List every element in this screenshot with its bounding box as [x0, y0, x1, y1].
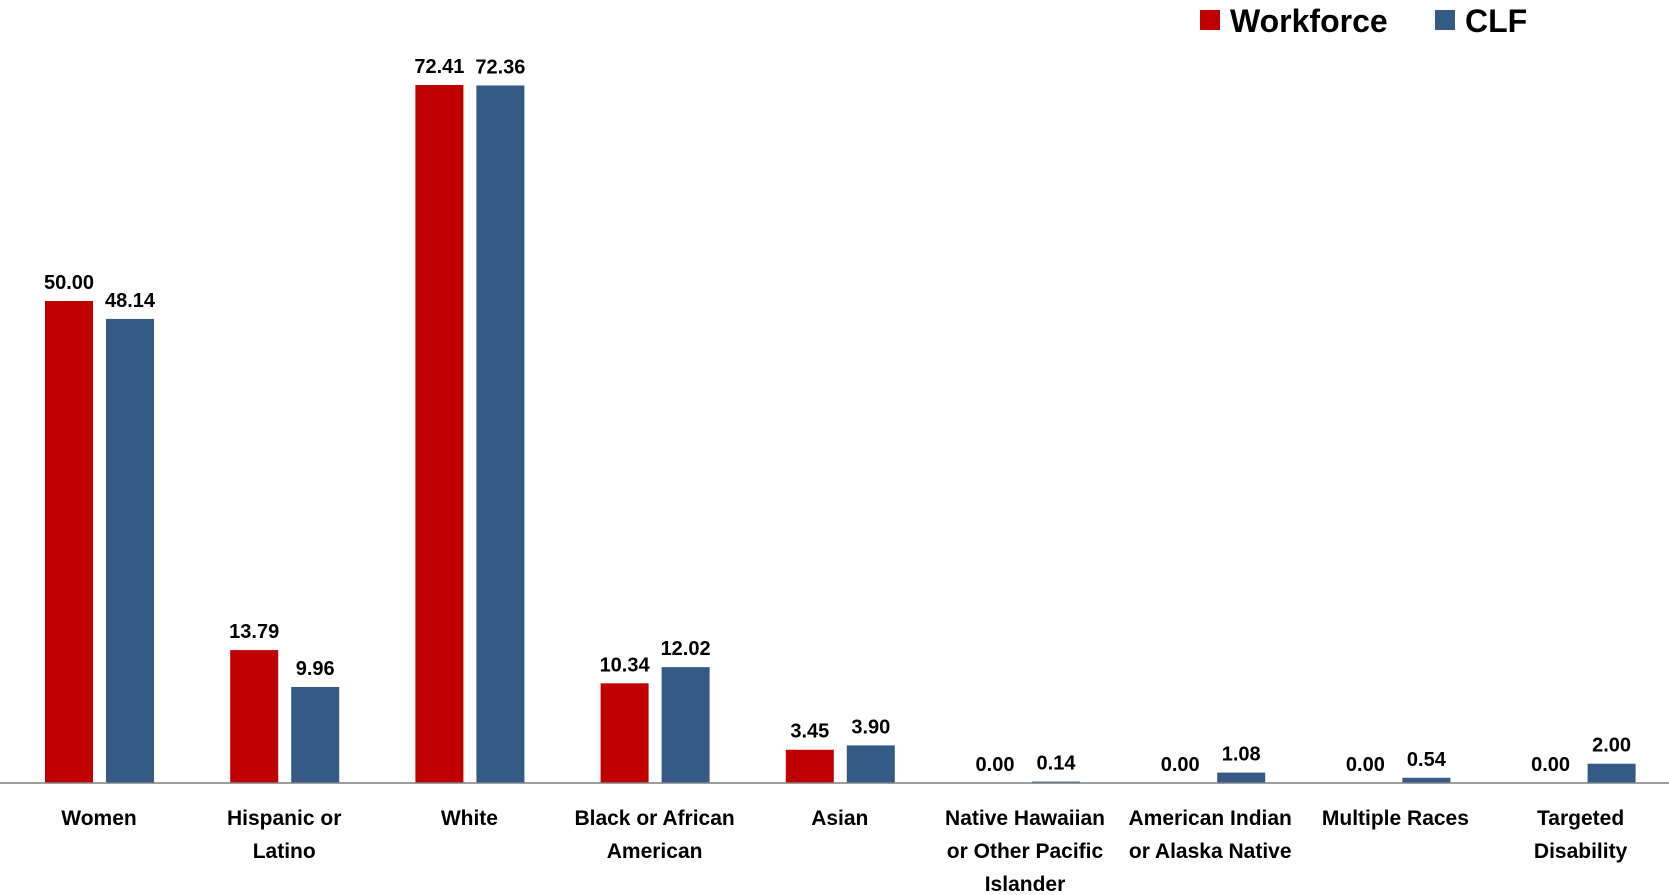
category-label-line: American Indian — [1129, 807, 1292, 830]
bar-clf-2 — [476, 85, 525, 784]
value-label-workforce-1: 13.79 — [229, 621, 279, 643]
value-labels-group: 50.00 48.14 13.79 9.96 72.41 72.36 10.34 12.02 3… — [44, 56, 1631, 776]
category-label-4: Asian — [811, 807, 868, 830]
bar-clf-0 — [106, 318, 154, 783]
category-label-0: Women — [61, 807, 136, 830]
bar-clf-7 — [1402, 777, 1451, 783]
value-label-clf-1: 9.96 — [296, 658, 335, 680]
category-label-line: American — [607, 840, 703, 863]
category-label-line: Native Hawaiian — [945, 807, 1105, 830]
legend-label-clf: CLF — [1465, 3, 1527, 39]
category-label-5: Native Hawaiian or Other Pacific Islander — [945, 807, 1105, 895]
category-labels-group: Women Hispanic or Latino White Black or Afri… — [61, 807, 1627, 895]
value-label-clf-3: 12.02 — [661, 638, 711, 660]
value-label-workforce-2: 72.41 — [414, 56, 464, 78]
category-label-line: Black or African — [574, 807, 734, 830]
category-label-8: Targeted Disability — [1534, 807, 1628, 863]
value-label-workforce-8: 0.00 — [1531, 754, 1570, 776]
value-label-clf-6: 1.08 — [1222, 744, 1261, 766]
legend-swatch-clf — [1435, 10, 1455, 30]
value-label-clf-7: 0.54 — [1407, 749, 1447, 771]
bar-workforce-3 — [600, 683, 649, 783]
category-label-6: American Indian or Alaska Native — [1129, 807, 1292, 863]
chart-legend: Workforce CLF — [1200, 3, 1527, 39]
bar-clf-8 — [1587, 763, 1636, 783]
category-label-line: Hispanic or — [227, 807, 341, 830]
bar-clf-3 — [661, 667, 710, 783]
category-label-line: Multiple Races — [1322, 807, 1469, 830]
legend-swatch-workforce — [1200, 10, 1220, 30]
value-label-workforce-5: 0.00 — [976, 754, 1015, 776]
value-label-workforce-6: 0.00 — [1161, 754, 1200, 776]
category-label-line: Latino — [253, 840, 316, 863]
value-label-workforce-0: 50.00 — [44, 272, 94, 294]
value-label-clf-4: 3.90 — [851, 716, 890, 738]
bar-workforce-0 — [45, 301, 93, 783]
category-label-7: Multiple Races — [1322, 807, 1469, 830]
value-label-clf-5: 0.14 — [1037, 753, 1077, 775]
value-label-clf-8: 2.00 — [1592, 735, 1631, 757]
bars-group — [45, 84, 1636, 784]
category-label-line: Islander — [985, 873, 1066, 895]
category-label-line: Disability — [1534, 840, 1628, 863]
category-label-1: Hispanic or Latino — [227, 807, 341, 863]
bar-workforce-1 — [230, 650, 279, 783]
value-label-workforce-3: 10.34 — [600, 654, 651, 676]
category-label-line: Targeted — [1537, 807, 1624, 830]
category-label-line: Asian — [811, 807, 868, 830]
value-label-clf-2: 72.36 — [475, 56, 525, 78]
category-label-line: or Other Pacific — [947, 840, 1104, 863]
value-label-workforce-7: 0.00 — [1346, 754, 1385, 776]
bar-clf-1 — [291, 686, 340, 783]
value-label-workforce-4: 3.45 — [790, 721, 829, 743]
category-label-line: or Alaska Native — [1129, 840, 1292, 863]
bar-workforce-4 — [785, 749, 834, 783]
bar-clf-6 — [1217, 772, 1266, 783]
bar-workforce-2 — [415, 84, 464, 784]
category-label-3: Black or African American — [574, 807, 734, 863]
value-label-clf-0: 48.14 — [105, 290, 156, 312]
legend-label-workforce: Workforce — [1230, 3, 1388, 39]
category-label-line: White — [441, 807, 498, 830]
category-label-2: White — [441, 807, 498, 830]
bar-clf-4 — [846, 745, 895, 783]
category-label-line: Women — [61, 807, 136, 830]
